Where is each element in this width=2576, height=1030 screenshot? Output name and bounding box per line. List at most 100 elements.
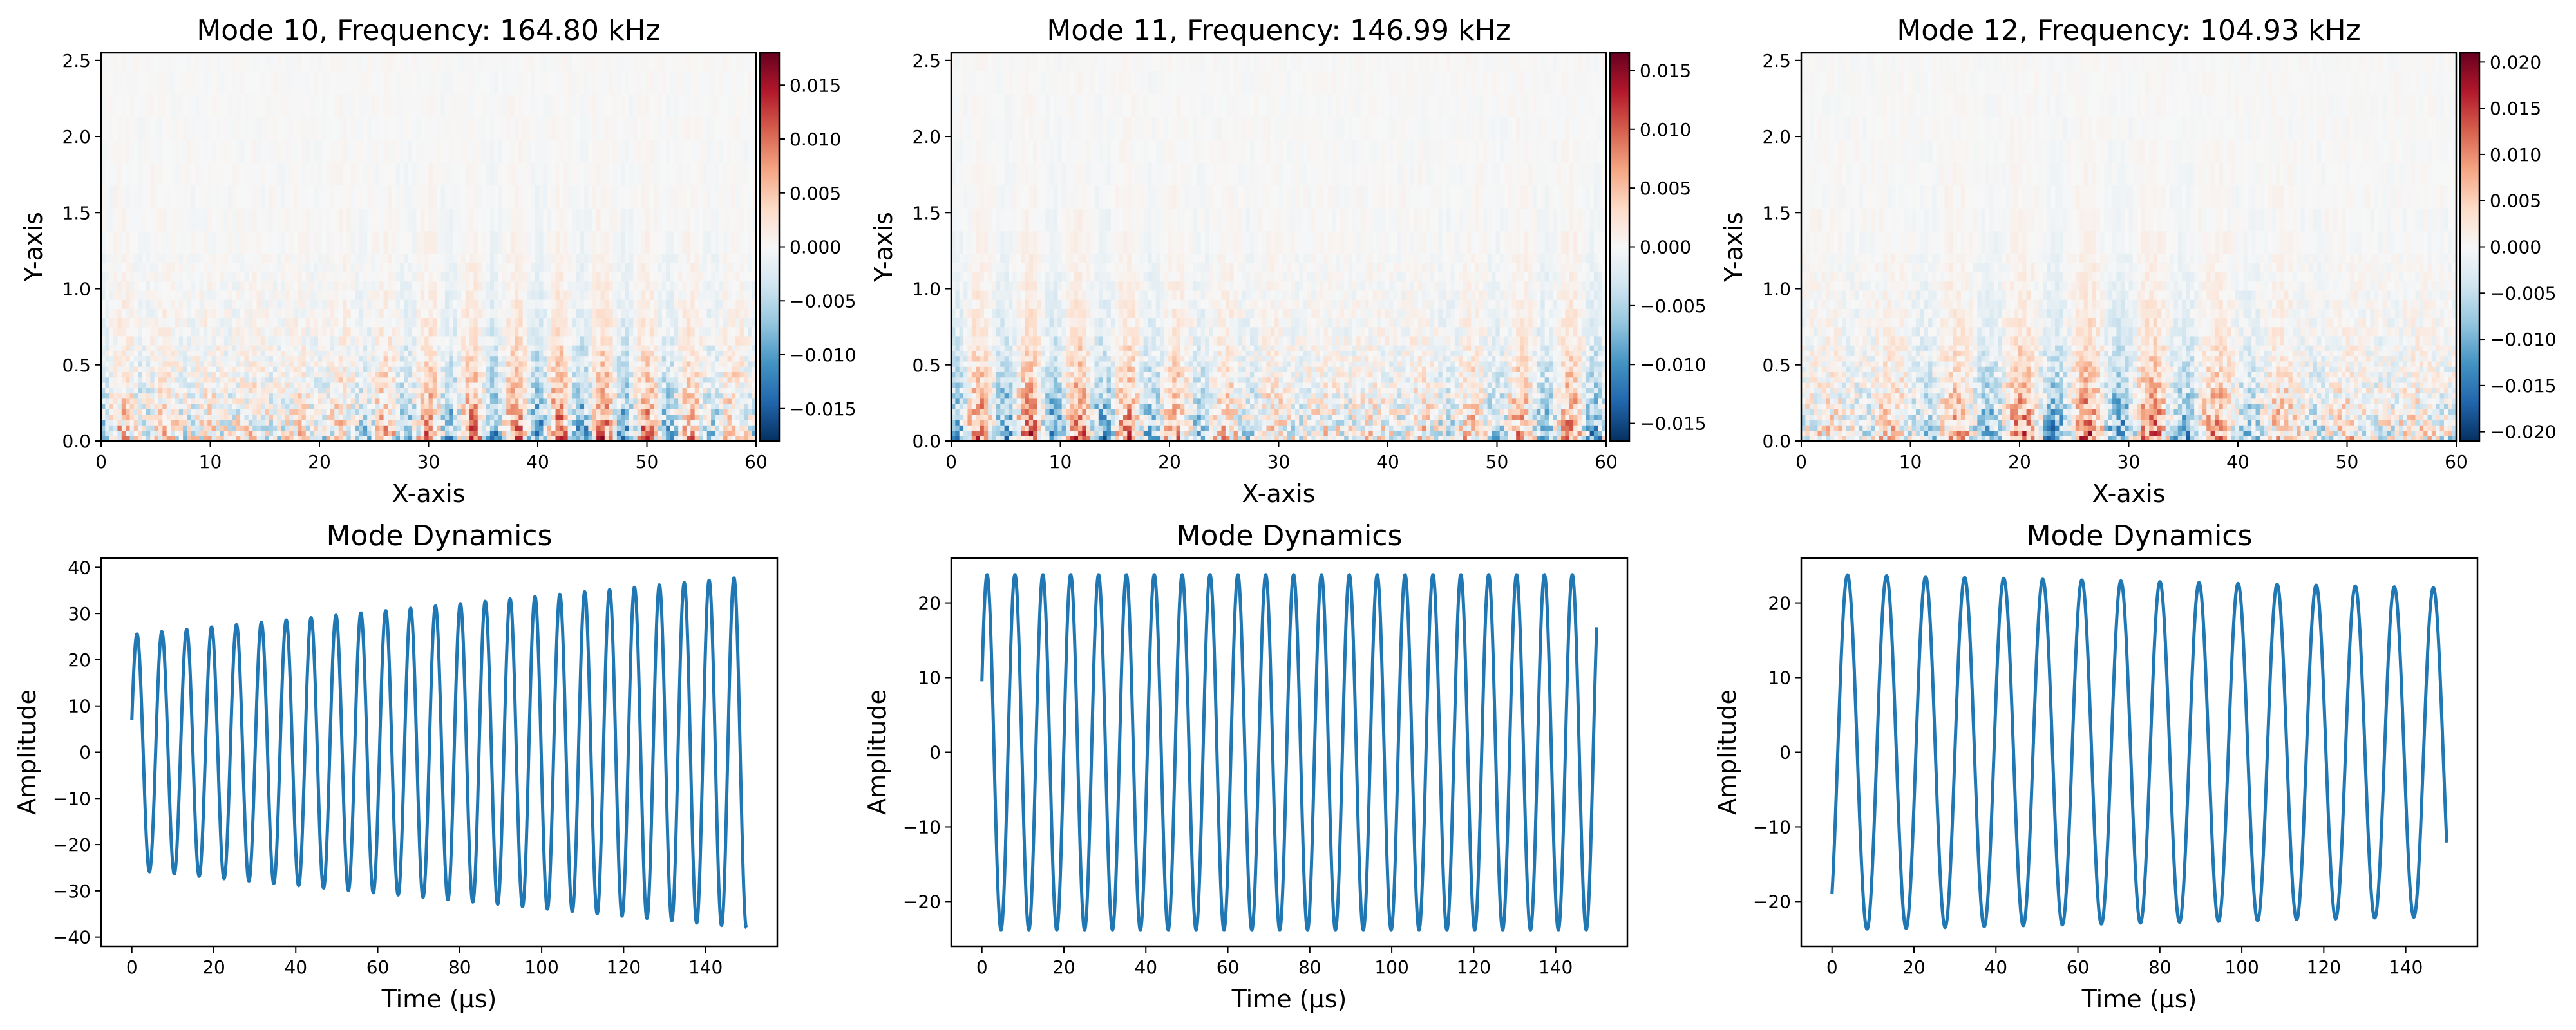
heatmap-cell xyxy=(547,208,552,232)
heatmap-cell xyxy=(371,308,376,319)
heatmap-cell xyxy=(416,272,421,282)
heatmap-cell xyxy=(392,326,397,337)
heatmap-cell xyxy=(240,425,245,431)
heatmap-cell xyxy=(150,117,155,140)
heatmap-cell xyxy=(310,366,315,373)
heatmap-cell xyxy=(494,377,499,383)
heatmap-cell xyxy=(604,345,609,351)
heatmap-cell xyxy=(322,71,327,95)
heatmap-cell xyxy=(551,345,556,351)
heatmap-cell xyxy=(641,254,646,263)
heatmap-cell xyxy=(567,388,573,394)
heatmap-cell xyxy=(133,326,138,337)
heatmap-cell xyxy=(600,398,605,404)
heatmap-cell xyxy=(187,335,192,346)
heatmap-cell xyxy=(473,117,478,140)
heatmap-cell xyxy=(281,71,286,95)
heatmap-cell xyxy=(298,393,303,399)
heatmap-cell xyxy=(355,281,360,291)
heatmap-cell xyxy=(359,299,364,309)
heatmap-cell xyxy=(609,393,614,399)
heatmap-cell xyxy=(387,71,392,95)
heatmap-cell xyxy=(252,409,258,415)
heatmap-cell xyxy=(527,326,532,337)
heatmap-cell xyxy=(355,377,360,383)
heatmap-cell xyxy=(584,425,589,431)
heatmap-cell xyxy=(440,409,446,415)
heatmap-cell xyxy=(539,393,544,399)
heatmap-cell xyxy=(559,435,564,442)
heatmap-cell xyxy=(383,308,388,319)
heatmap-cell xyxy=(465,185,470,209)
heatmap-cell xyxy=(215,254,220,263)
heatmap-cell xyxy=(301,185,307,209)
heatmap-cell xyxy=(350,162,355,186)
heatmap-cell xyxy=(629,117,634,140)
heatmap-cell xyxy=(334,317,339,328)
heatmap-cell xyxy=(175,430,180,436)
heatmap-cell xyxy=(162,425,167,431)
heatmap-cell xyxy=(301,345,307,351)
heatmap-cell xyxy=(240,366,245,373)
heatmap-cell xyxy=(317,308,323,319)
heatmap-cell xyxy=(612,53,618,71)
heatmap-cell xyxy=(440,404,446,409)
heatmap-cell xyxy=(486,272,491,282)
heatmap-cell xyxy=(559,162,564,186)
heatmap-cell xyxy=(129,366,135,373)
heatmap-cell xyxy=(154,425,159,431)
heatmap-cell xyxy=(498,326,503,337)
heatmap-cell xyxy=(265,139,270,163)
heatmap-cell xyxy=(301,371,307,378)
heatmap-cell xyxy=(518,409,524,415)
heatmap-cell xyxy=(133,345,138,351)
heatmap-cell xyxy=(178,382,184,388)
heatmap-cell xyxy=(564,162,569,186)
heatmap-cell xyxy=(269,345,274,351)
heatmap-cell xyxy=(510,345,515,351)
heatmap-cell xyxy=(346,139,352,163)
heatmap-cell xyxy=(588,208,593,232)
heatmap-cell xyxy=(584,290,589,300)
heatmap-cell xyxy=(138,230,143,254)
heatmap-cell xyxy=(105,355,110,362)
heatmap-cell xyxy=(162,230,167,254)
heatmap-cell xyxy=(126,290,131,300)
heatmap-cell xyxy=(220,409,225,415)
heatmap-cell xyxy=(314,53,319,71)
heatmap-cell xyxy=(199,162,204,186)
heatmap-cell xyxy=(178,139,184,163)
heatmap-cell xyxy=(109,71,114,95)
heatmap-cell xyxy=(383,393,388,399)
heatmap-cell xyxy=(281,377,286,383)
heatmap-cell xyxy=(518,71,524,95)
heatmap-cell xyxy=(600,425,605,431)
heatmap-cell xyxy=(199,419,204,426)
heatmap-cell xyxy=(322,290,327,300)
heatmap-cell xyxy=(482,366,487,373)
heatmap-cell xyxy=(543,398,548,404)
heatmap-cell xyxy=(199,281,204,291)
heatmap-cell xyxy=(514,430,519,436)
heatmap-cell xyxy=(330,419,335,426)
heatmap-cell xyxy=(146,93,151,117)
heatmap-cell xyxy=(555,398,560,404)
heatmap-cell xyxy=(514,254,519,263)
heatmap-cell xyxy=(178,414,184,420)
heatmap-cell xyxy=(400,360,404,367)
heatmap-cell xyxy=(576,185,581,209)
heatmap-cell xyxy=(105,377,110,383)
heatmap-cell xyxy=(444,371,450,378)
heatmap-cell xyxy=(400,230,404,254)
heatmap-cell xyxy=(322,208,327,232)
heatmap-cell xyxy=(146,382,151,388)
heatmap-cell xyxy=(609,425,614,431)
heatmap-cell xyxy=(408,299,413,309)
heatmap-cell xyxy=(412,263,417,273)
heatmap-cell xyxy=(121,117,126,140)
heatmap-cell xyxy=(248,93,253,117)
heatmap-cell xyxy=(604,419,609,426)
heatmap-cell xyxy=(133,162,138,186)
heatmap-cell xyxy=(244,419,249,426)
heatmap-cell xyxy=(343,326,347,337)
